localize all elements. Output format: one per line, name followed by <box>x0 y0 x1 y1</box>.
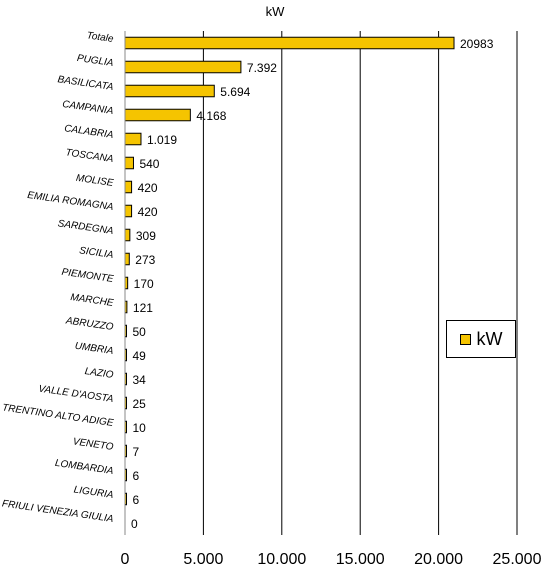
category-label: PUGLIA <box>76 53 114 69</box>
chart-title: kW <box>265 4 285 19</box>
value-label: 540 <box>139 157 159 171</box>
value-label: 5.694 <box>220 85 250 99</box>
legend: kW <box>446 320 516 358</box>
value-label: 34 <box>133 373 147 387</box>
category-label: PIEMONTE <box>61 267 115 285</box>
value-label: 420 <box>138 205 158 219</box>
bars <box>124 36 455 506</box>
category-label: ABRUZZO <box>64 315 114 333</box>
category-label: MOLISE <box>75 173 114 189</box>
value-label: 420 <box>138 181 158 195</box>
category-label: TOSCANA <box>65 147 115 165</box>
category-label: TRENTINO ALTO ADIGE <box>1 402 114 429</box>
value-label: 273 <box>135 253 155 267</box>
category-label: CAMPANIA <box>62 99 115 117</box>
category-label: FRIULI VENEZIA GIULIA <box>1 498 114 525</box>
bar <box>124 108 191 122</box>
value-label: 50 <box>133 325 147 339</box>
bar <box>124 228 131 242</box>
category-label: LIGURIA <box>73 485 114 502</box>
value-label: 4.168 <box>196 109 226 123</box>
bar <box>124 60 242 74</box>
value-label: 25 <box>133 397 147 411</box>
value-label: 7.392 <box>247 61 277 75</box>
x-tick-label: 25.000 <box>493 551 542 568</box>
value-label: 170 <box>134 277 154 291</box>
legend-swatch <box>459 333 471 345</box>
value-label: 0 <box>131 517 138 531</box>
value-labels: 20983 7.392 5.694 4.168 1.019 540 420 420 309 273… <box>131 37 494 531</box>
value-label: 121 <box>133 301 153 315</box>
x-tick-label: 15.000 <box>336 551 385 568</box>
bar <box>124 36 455 50</box>
value-label: 309 <box>136 229 156 243</box>
category-labels: Totale PUGLIA BASILICATA CAMPANIA CALABRIA TO… <box>1 30 114 525</box>
value-label: 10 <box>133 421 147 435</box>
category-label: SARDEGNA <box>57 218 114 237</box>
legend-label: kW <box>476 328 503 349</box>
value-label: 20983 <box>460 37 494 51</box>
category-label: MARCHE <box>70 292 115 309</box>
category-label: VENETO <box>72 436 114 453</box>
category-label: Totale <box>86 30 115 45</box>
category-label: CALABRIA <box>64 123 115 141</box>
bar <box>124 132 142 146</box>
value-label: 49 <box>133 349 147 363</box>
value-label: 1.019 <box>147 133 177 147</box>
value-label: 7 <box>133 445 140 459</box>
category-label: EMILIA ROMAGNA <box>27 190 115 213</box>
category-label: SICILIA <box>78 245 114 261</box>
x-tick-label: 20.000 <box>414 551 463 568</box>
category-label: UMBRIA <box>74 341 114 357</box>
x-tick-label: 0 <box>121 551 130 568</box>
value-label: 6 <box>133 493 140 507</box>
x-tick-label: 5.000 <box>183 551 223 568</box>
category-label: LAZIO <box>84 366 114 381</box>
x-tick-label: 10.000 <box>257 551 306 568</box>
bar <box>124 204 133 218</box>
bar <box>124 84 215 98</box>
category-label: LOMBARDIA <box>54 458 114 477</box>
bar <box>124 180 133 194</box>
category-label: VALLE D'AOSTA <box>38 384 115 405</box>
category-label: BASILICATA <box>57 74 115 93</box>
bar <box>124 156 134 170</box>
grid <box>202 31 518 535</box>
x-tick-labels: 0 5.000 10.000 15.000 20.000 25.000 <box>121 551 542 568</box>
bar <box>124 252 130 266</box>
value-label: 6 <box>133 469 140 483</box>
